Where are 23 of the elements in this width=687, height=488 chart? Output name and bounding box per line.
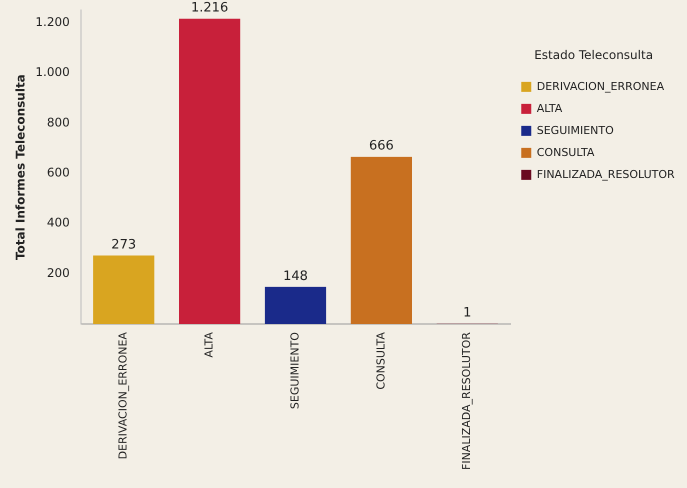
legend-label: FINALIZADA_RESOLUTOR <box>536 168 676 181</box>
data-label: 666 <box>368 138 394 154</box>
x-tick-label: ALTA <box>202 332 216 358</box>
x-tick-label: DERIVACION_ERRONEA <box>116 332 130 460</box>
y-tick-label: 200 <box>46 266 70 280</box>
legend-label: ALTA <box>536 102 563 115</box>
data-label: 1 <box>463 306 472 321</box>
legend-title: Estado Teleconsulta <box>534 48 654 62</box>
data-label: 273 <box>111 237 136 252</box>
y-tick-label: 1.000 <box>35 65 70 80</box>
x-tick-label: SEGUIMIENTO <box>288 332 302 410</box>
legend-label: SEGUIMIENTO <box>536 124 614 137</box>
data-label: 1.216 <box>190 0 228 16</box>
y-tick-label: 800 <box>46 115 70 130</box>
y-tick-label: 600 <box>46 166 70 180</box>
data-label: 148 <box>283 268 308 284</box>
x-tick-label: FINALIZADA_RESOLUTOR <box>460 332 474 470</box>
y-tick-label: 400 <box>46 216 70 230</box>
x-tick-label: CONSULTA <box>374 332 388 390</box>
legend-label: DERIVACION_ERRONEA <box>536 80 665 93</box>
legend-label: CONSULTA <box>536 146 595 159</box>
y-tick-label: 1.200 <box>35 14 70 29</box>
y-axis-title: Total Informes Teleconsulta <box>13 74 28 260</box>
